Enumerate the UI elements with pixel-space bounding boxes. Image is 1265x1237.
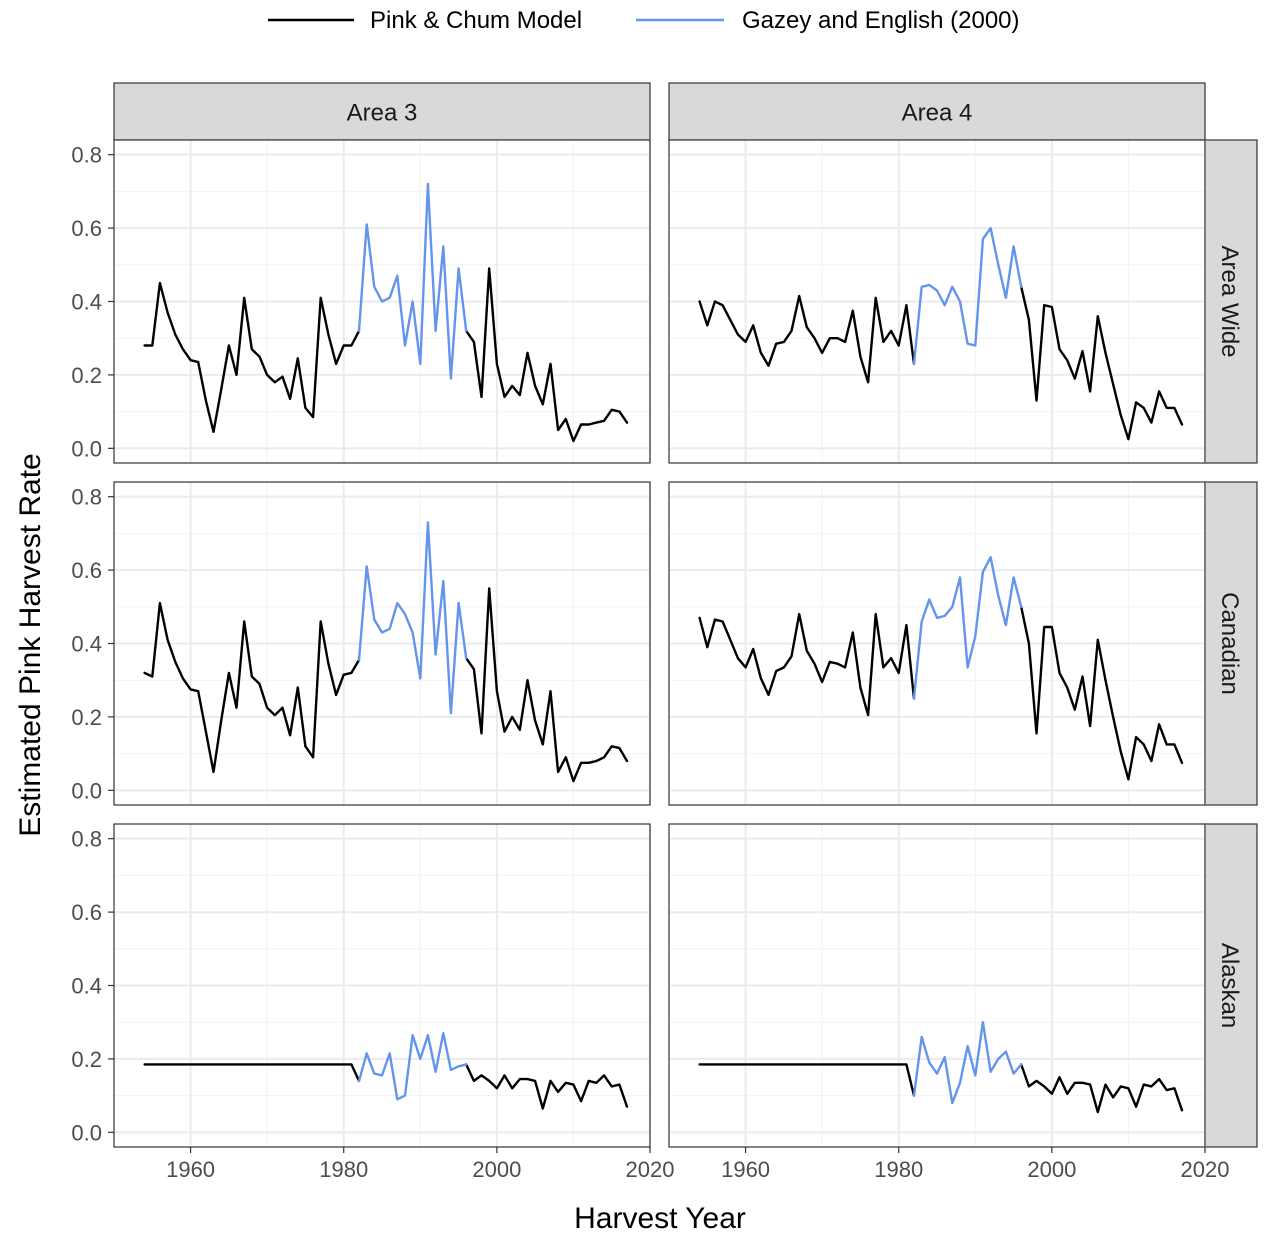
column-strip: Area 4 <box>668 82 1206 141</box>
y-tick-label: 0.4 <box>71 974 102 999</box>
series-line-pink-chum-model <box>143 1063 361 1083</box>
series-line-pink-chum-model <box>698 612 916 717</box>
y-tick-label: 0.0 <box>71 1120 102 1145</box>
series-line-pink-chum-model <box>465 1063 629 1110</box>
row-strip-label: Canadian <box>1216 592 1243 695</box>
row-strip: Alaskan <box>1204 823 1258 1148</box>
legend-label: Gazey and English (2000) <box>742 7 1020 34</box>
legend-item: Pink & Chum Model <box>268 7 582 34</box>
series-line-gazey-english <box>357 1031 468 1101</box>
panel <box>668 139 1206 464</box>
x-tick-label: 1980 <box>319 1157 368 1182</box>
series-line-pink-chum-model <box>465 267 629 443</box>
y-tick-label: 0.4 <box>71 632 102 657</box>
panel: 1960 1980 2000 2020 <box>668 823 1230 1182</box>
series-line-pink-chum-model <box>465 587 629 783</box>
x-tick-label: 1980 <box>874 1157 923 1182</box>
series-line-gazey-english <box>912 226 1023 366</box>
legend-item: Gazey and English (2000) <box>636 7 1020 34</box>
x-tick-label: 2020 <box>626 1157 675 1182</box>
x-tick-label: 1960 <box>721 1157 770 1182</box>
y-tick-label: 0.2 <box>71 705 102 730</box>
column-strip-label: Area 3 <box>347 100 418 127</box>
y-tick-label: 0.6 <box>71 558 102 583</box>
panel: 0.0 0.2 0.4 0.6 0.8 <box>71 139 651 464</box>
x-axis-title: Harvest Year <box>574 1202 746 1235</box>
y-tick-label: 0.8 <box>71 485 102 510</box>
column-strip-label: Area 4 <box>902 100 973 127</box>
series-line-gazey-english <box>357 521 468 715</box>
row-strip-bg <box>1204 823 1258 1148</box>
y-tick-label: 0.8 <box>71 827 102 852</box>
y-axis-title: Estimated Pink Harvest Rate <box>14 453 47 836</box>
legend-label: Pink & Chum Model <box>370 7 582 34</box>
panel-border <box>668 139 1206 464</box>
column-strip: Area 3 <box>113 82 651 141</box>
y-tick-label: 0.4 <box>71 290 102 315</box>
series-line-pink-chum-model <box>698 1063 916 1097</box>
series-line-pink-chum-model <box>1020 605 1184 781</box>
panel-border <box>668 823 1206 1148</box>
series-line-pink-chum-model <box>698 294 916 384</box>
row-strip-label: Alaskan <box>1216 943 1243 1028</box>
series-line-gazey-english <box>357 182 468 380</box>
series-line-gazey-english <box>912 556 1023 700</box>
series-line-pink-chum-model <box>143 281 361 433</box>
legend: Pink & Chum Model Gazey and English (2000… <box>268 7 1020 34</box>
y-tick-label: 0.0 <box>71 436 102 461</box>
column-strip-bg <box>668 82 1206 141</box>
series-line-pink-chum-model <box>143 601 361 774</box>
y-tick-label: 0.6 <box>71 216 102 241</box>
y-tick-label: 0.8 <box>71 143 102 168</box>
panel: 0.0 0.2 0.4 0.6 0.8 <box>71 481 651 806</box>
column-strip-bg <box>113 82 651 141</box>
series-line-gazey-english <box>912 1021 1023 1105</box>
x-tick-label: 1960 <box>166 1157 215 1182</box>
y-tick-label: 0.6 <box>71 900 102 925</box>
x-tick-label: 2000 <box>472 1157 521 1182</box>
y-tick-label: 0.2 <box>71 363 102 388</box>
row-strip: Area Wide <box>1204 139 1258 464</box>
row-strip: Canadian <box>1204 481 1258 806</box>
y-tick-label: 0.2 <box>71 1047 102 1072</box>
panel: 0.0 0.2 0.4 0.6 0.8 1960 1980 2000 2020 <box>71 823 675 1182</box>
y-tick-label: 0.0 <box>71 778 102 803</box>
panel <box>668 481 1206 806</box>
series-line-pink-chum-model <box>1020 285 1184 441</box>
panel-border <box>668 481 1206 806</box>
x-tick-label: 2020 <box>1181 1157 1230 1182</box>
x-tick-label: 2000 <box>1027 1157 1076 1182</box>
series-line-pink-chum-model <box>1020 1063 1184 1114</box>
row-strip-label: Area Wide <box>1216 245 1243 357</box>
